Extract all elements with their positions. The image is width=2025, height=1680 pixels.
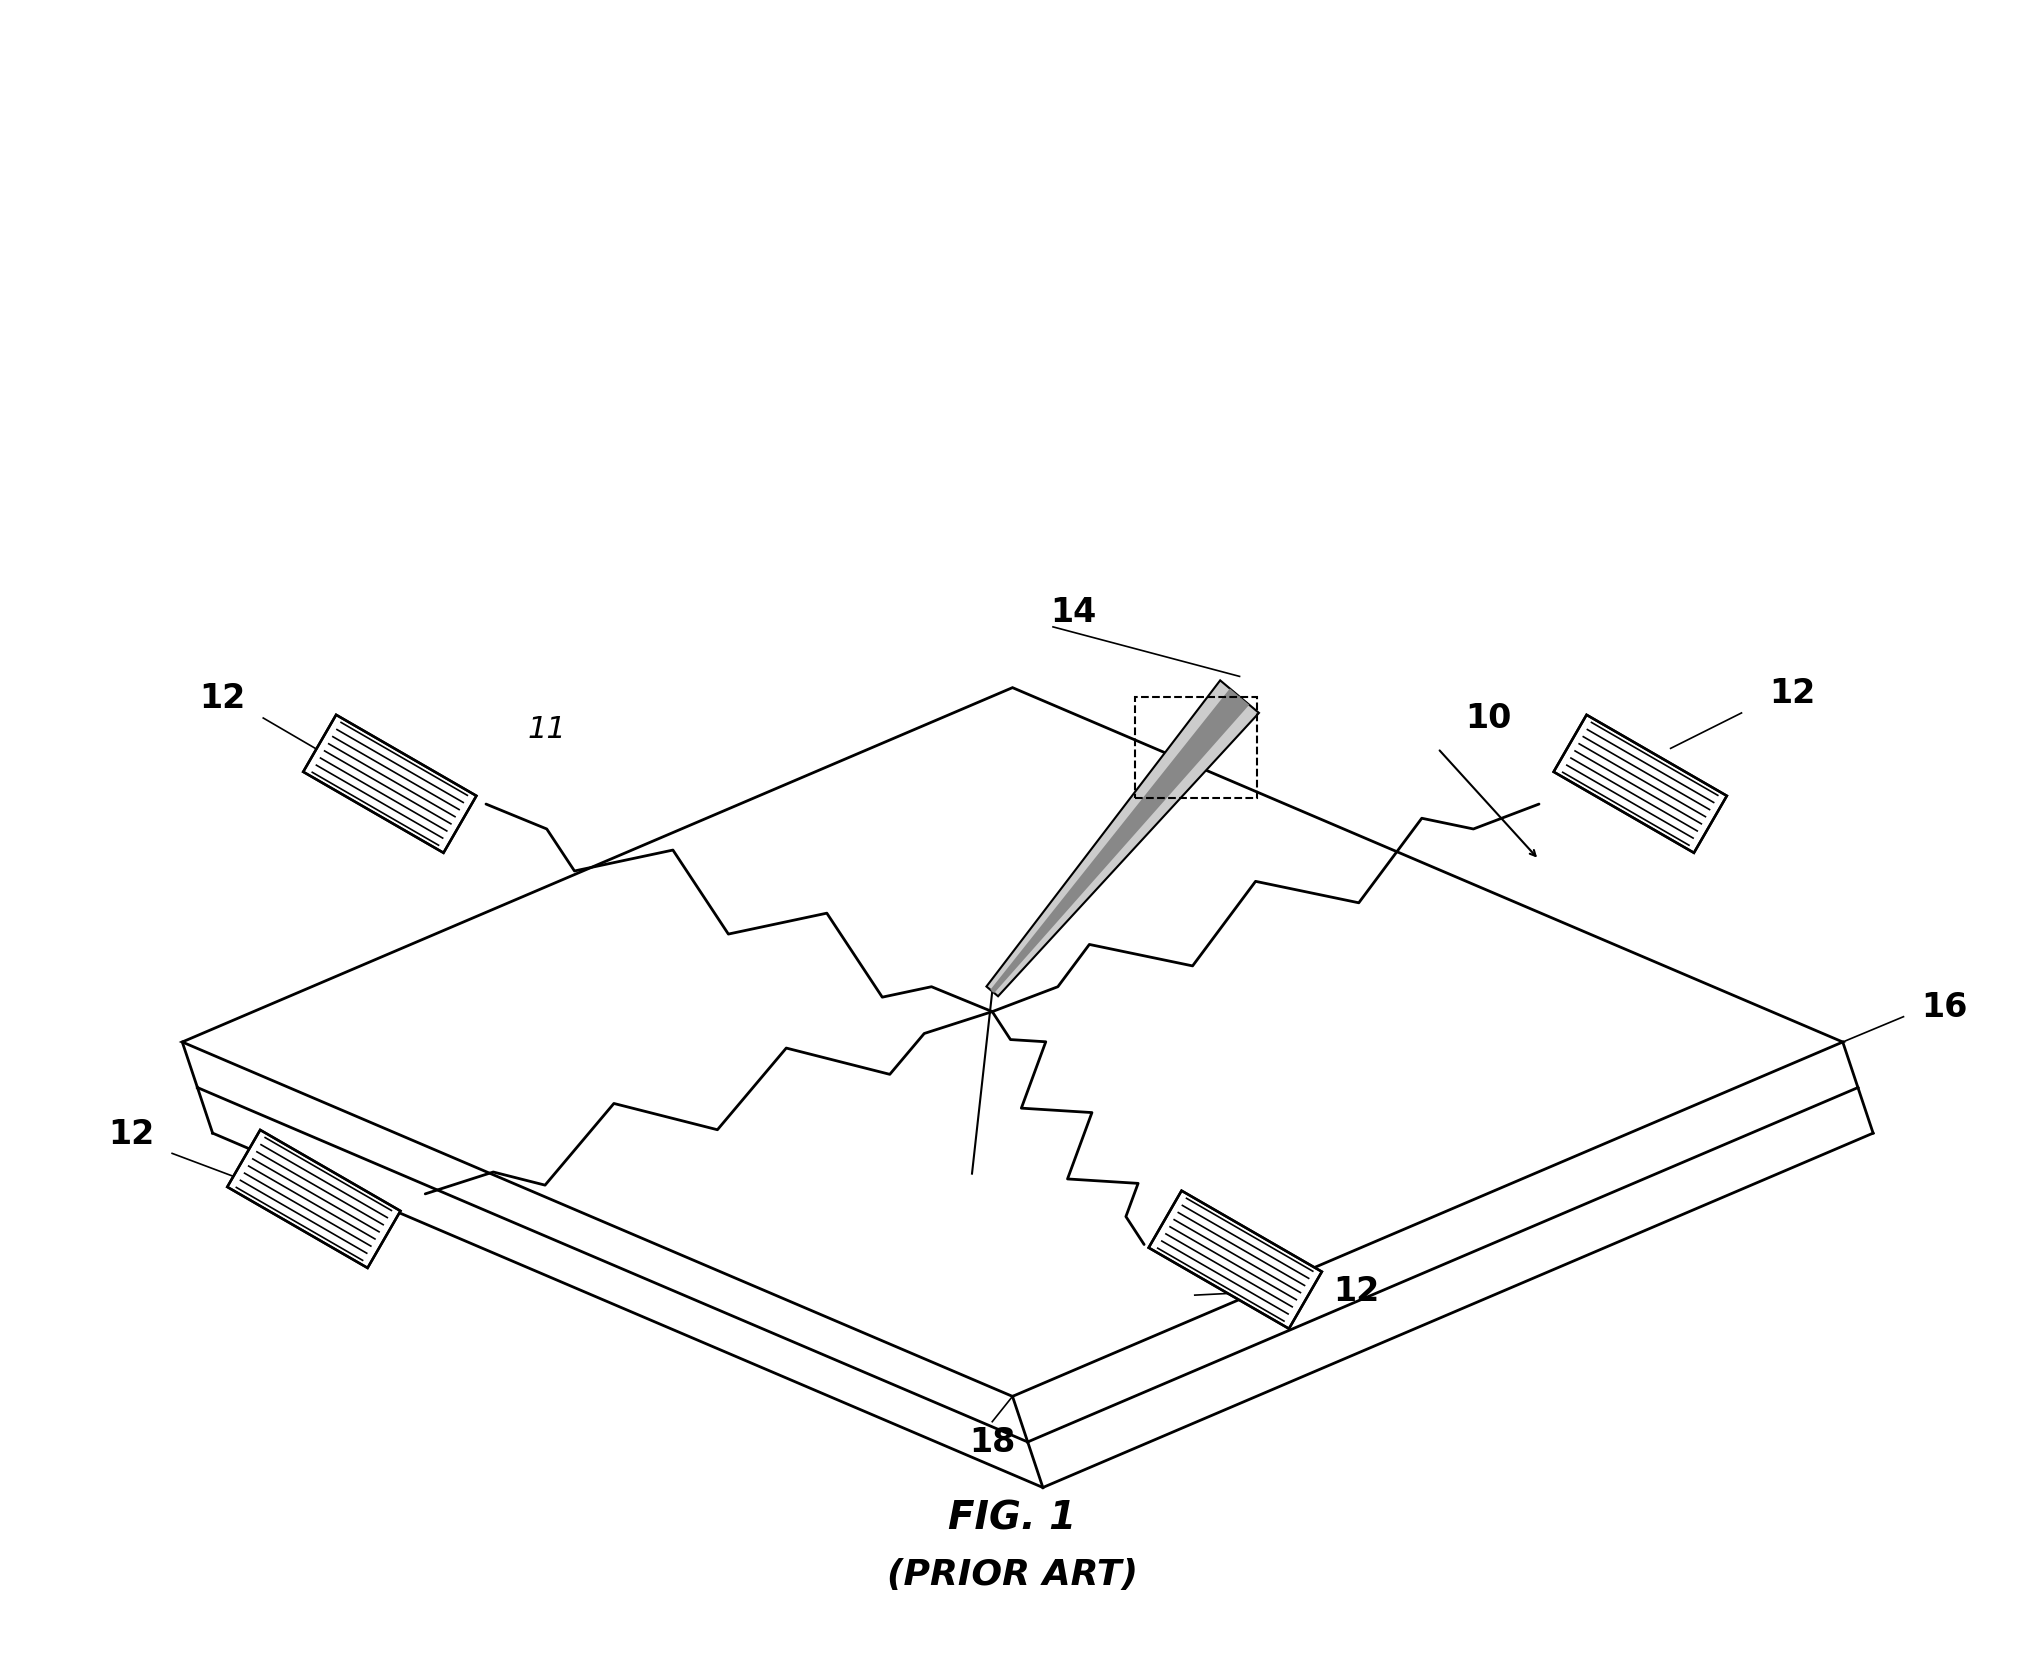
Polygon shape xyxy=(986,680,1260,996)
Polygon shape xyxy=(304,716,476,853)
Text: FIG. 1: FIG. 1 xyxy=(948,1499,1077,1537)
Polygon shape xyxy=(1553,716,1727,853)
Text: 18: 18 xyxy=(970,1426,1015,1458)
Text: 12: 12 xyxy=(109,1117,154,1149)
Text: (PRIOR ART): (PRIOR ART) xyxy=(887,1557,1138,1591)
Polygon shape xyxy=(990,689,1249,993)
Text: 11: 11 xyxy=(526,714,567,743)
Text: 16: 16 xyxy=(1922,991,1966,1023)
Text: 14: 14 xyxy=(1051,596,1096,628)
Polygon shape xyxy=(227,1131,401,1268)
Text: 12: 12 xyxy=(200,682,245,714)
Polygon shape xyxy=(1148,1191,1322,1329)
Text: 10: 10 xyxy=(1466,702,1511,736)
Text: 12: 12 xyxy=(1770,677,1814,709)
Text: 12: 12 xyxy=(1334,1273,1379,1307)
